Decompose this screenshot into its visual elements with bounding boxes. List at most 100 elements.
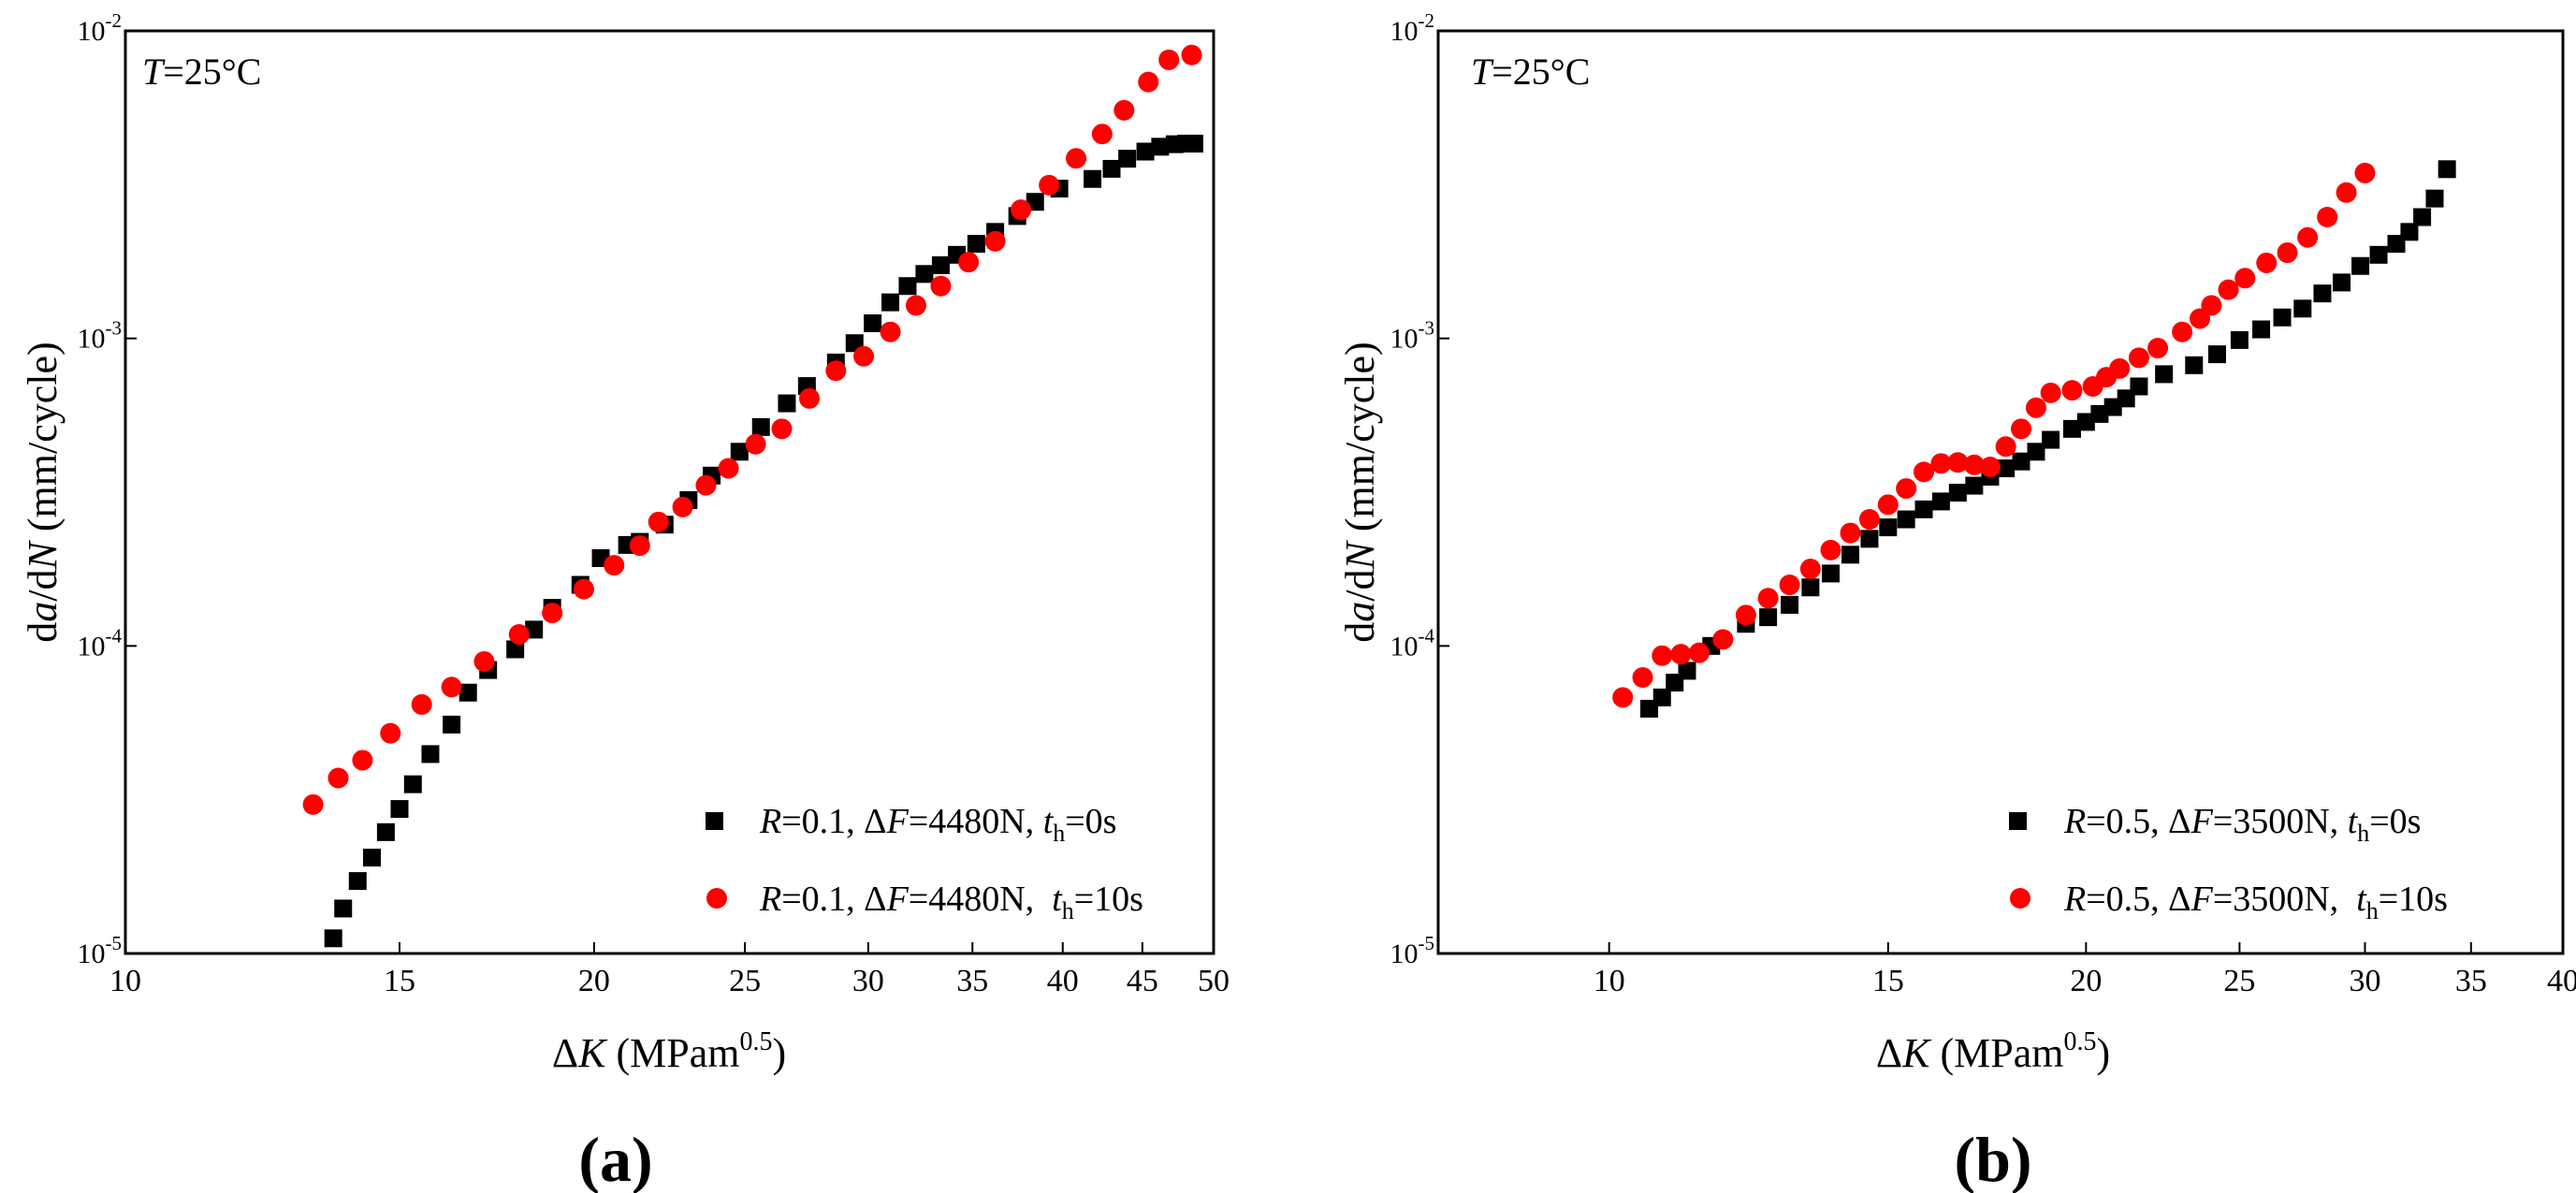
data-point-square — [334, 899, 353, 918]
series-2-points — [302, 44, 1202, 815]
data-point-square — [1841, 546, 1860, 564]
data-point-square — [443, 715, 461, 734]
data-point-circle — [2218, 279, 2239, 300]
data-point-circle — [1039, 174, 1060, 196]
panel-a-temperature-label: T=25°C — [142, 51, 261, 93]
y-tick-label: 10-4 — [1390, 624, 1435, 662]
panel-a-legend-marker-square — [706, 812, 723, 830]
data-point-circle — [1138, 71, 1159, 93]
panel-a-x-axis-title: ΔK (MPam0.5) — [552, 1027, 786, 1076]
data-point-circle — [2025, 397, 2046, 418]
data-point-square — [2042, 430, 2060, 449]
data-point-square — [1026, 193, 1044, 211]
data-point-square — [2293, 299, 2312, 318]
data-point-square — [2333, 273, 2351, 292]
data-point-circle — [604, 555, 625, 576]
data-point-circle — [1066, 148, 1087, 169]
panel-b-y-axis-title: da/dN (mm/cycle) — [1337, 342, 1383, 642]
data-point-circle — [2354, 162, 2376, 183]
data-point-square — [2208, 345, 2227, 364]
data-point-circle — [1979, 457, 2001, 478]
y-tick-label: 10-4 — [78, 624, 123, 662]
x-tick-label: 40 — [2547, 964, 2576, 998]
data-point-square — [2400, 223, 2419, 241]
data-point-square — [1759, 608, 1778, 627]
data-point-circle — [352, 749, 373, 771]
data-point-circle — [508, 624, 530, 646]
data-point-square — [1652, 688, 1671, 706]
x-tick-label: 30 — [852, 964, 884, 998]
data-point-square — [1084, 169, 1102, 188]
data-point-circle — [1858, 509, 1880, 531]
panel-a-marks — [302, 44, 1203, 948]
data-point-circle — [930, 275, 952, 297]
data-point-square — [2313, 284, 2332, 303]
data-point-circle — [1181, 44, 1202, 65]
y-tick-label: 10-5 — [1390, 932, 1435, 969]
data-point-circle — [441, 677, 462, 698]
data-point-circle — [411, 693, 432, 715]
data-point-square — [2438, 160, 2456, 179]
data-point-circle — [629, 535, 650, 557]
data-point-square — [2413, 208, 2432, 226]
x-tick-label: 25 — [729, 964, 761, 998]
x-tick-label: 20 — [578, 964, 610, 998]
data-point-circle — [825, 360, 847, 382]
data-point-square — [1118, 150, 1137, 168]
data-point-square — [403, 775, 422, 793]
data-point-square — [1185, 134, 1203, 153]
data-point-circle — [718, 458, 739, 479]
x-tick-label: 20 — [2070, 964, 2102, 998]
panel-a-chart: 10 15 20 25 30 35 40 45 50 10-5 10-4 10-3 10-2 T=25… — [20, 9, 1230, 1193]
data-point-square — [915, 265, 934, 284]
series-2-points — [1612, 162, 2376, 708]
data-point-square — [2230, 330, 2249, 349]
x-tick-label: 30 — [2349, 964, 2380, 998]
data-point-square — [2369, 245, 2388, 264]
data-point-square — [348, 872, 367, 891]
data-point-square — [1136, 142, 1155, 161]
data-point-circle — [2297, 226, 2319, 248]
data-point-square — [362, 849, 381, 867]
data-point-circle — [1963, 454, 1985, 475]
panel-a-legend: R=0.1, ΔF=4480N, th=0s R=0.1, ΔF=4480N, … — [706, 802, 1143, 924]
data-point-square — [967, 235, 985, 254]
data-point-circle — [2336, 182, 2357, 203]
data-point-circle — [380, 722, 401, 744]
data-point-circle — [1877, 494, 1899, 516]
data-point-square — [2130, 377, 2148, 396]
data-point-square — [1931, 492, 1950, 511]
panel-a-legend-label-series-2: R=0.1, ΔF=4480N, th=10s — [759, 880, 1143, 924]
panel-b-x-axis: 10 15 20 25 30 35 40 — [1594, 942, 2576, 998]
data-point-circle — [695, 474, 717, 496]
data-point-square — [421, 745, 440, 764]
data-point-circle — [2147, 338, 2169, 359]
data-point-square — [1997, 459, 2016, 478]
data-point-square — [2185, 356, 2204, 374]
data-point-circle — [1947, 452, 1969, 473]
data-point-circle — [853, 345, 875, 367]
data-point-square — [2273, 308, 2292, 327]
y-tick-label: 10-5 — [78, 932, 123, 969]
data-point-square — [2155, 365, 2174, 384]
data-point-square — [2062, 419, 2081, 438]
data-point-circle — [2040, 382, 2061, 403]
data-point-circle — [906, 295, 927, 316]
data-point-square — [751, 417, 770, 436]
data-point-circle — [2010, 418, 2031, 440]
data-point-circle — [1799, 559, 1821, 580]
data-point-circle — [1113, 99, 1135, 121]
data-point-square — [778, 394, 796, 413]
x-tick-label: 10 — [109, 964, 141, 998]
y-tick-label: 10-3 — [78, 317, 123, 355]
data-point-square — [390, 800, 409, 819]
data-point-circle — [302, 793, 324, 815]
panel-b-legend: R=0.5, ΔF=3500N, th=0s R=0.5, ΔF=3500N, … — [2009, 802, 2448, 924]
data-point-circle — [1757, 588, 1779, 609]
panel-b-temperature-label: T=25°C — [1471, 51, 1590, 93]
data-point-square — [1801, 578, 1820, 597]
data-point-square — [525, 620, 544, 639]
panel-b-y-axis: 10-5 10-4 10-3 10-2 — [1390, 9, 1449, 969]
x-tick-label: 45 — [1127, 964, 1158, 998]
data-point-square — [864, 313, 882, 332]
